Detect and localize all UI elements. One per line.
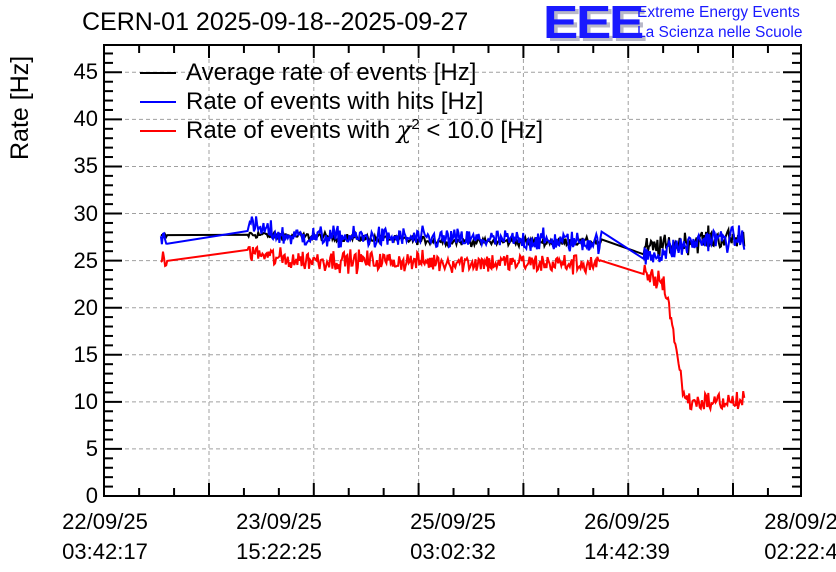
x-tick-time: 03:02:32: [410, 539, 496, 564]
y-tick-label: 35: [73, 153, 98, 179]
legend-item-chi2: Rate of events with χ2 < 10.0 [Hz]: [140, 116, 543, 145]
legend-label-suffix: < 10.0 [Hz]: [419, 117, 544, 144]
y-tick-label: 40: [73, 106, 98, 132]
x-tick-date: 26/09/25: [584, 509, 670, 534]
legend-label-prefix: Rate of events with: [186, 117, 397, 144]
legend-swatch-blue: [140, 100, 176, 103]
series-group: [159, 216, 746, 413]
legend-item-average: Average rate of events [Hz]: [140, 58, 543, 87]
legend-label: Rate of events with χ2 < 10.0 [Hz]: [186, 116, 543, 145]
y-tick-label: 5: [85, 435, 98, 461]
x-tick-date: 28/09/2: [764, 509, 836, 534]
x-tick-label: 22/09/25 03:42:17: [45, 507, 165, 567]
y-tick-label: 15: [73, 341, 98, 367]
logo-text-line2: La Scienza nelle Scuole: [637, 24, 803, 41]
logo-text-line1: Extreme Energy Events: [637, 4, 800, 21]
x-tick-date: 22/09/25: [62, 509, 148, 534]
legend-label: Rate of events with hits [Hz]: [186, 87, 484, 115]
x-tick-label: 25/09/25 03:02:32: [393, 507, 513, 567]
y-tick-label: 20: [73, 294, 98, 320]
legend-swatch-red: [140, 129, 176, 132]
y-tick-label: 45: [73, 59, 98, 85]
grid-lines: [104, 45, 801, 496]
x-tick-time: 02:22:4: [764, 539, 836, 564]
x-tick-time: 03:42:17: [62, 539, 148, 564]
x-tick-time: 15:22:25: [236, 539, 322, 564]
series-line-hits: [159, 216, 746, 265]
x-tick-date: 25/09/25: [410, 509, 496, 534]
y-tick-label: 30: [73, 200, 98, 226]
x-tick-label: 26/09/25 14:42:39: [567, 507, 687, 567]
legend-label-sup: 2: [411, 116, 420, 133]
chart-title: CERN-01 2025-09-18--2025-09-27: [82, 8, 469, 36]
legend-swatch-black: [140, 71, 176, 74]
legend-item-hits: Rate of events with hits [Hz]: [140, 87, 543, 116]
legend-label-chi: χ: [396, 116, 412, 144]
eee-logo-mark: EEE: [543, 0, 644, 48]
x-tick-label: 28/09/2 02:22:4: [741, 507, 836, 567]
x-tick-date: 23/09/25: [236, 509, 322, 534]
y-tick-label: 10: [73, 388, 98, 414]
x-tick-label: 23/09/25 15:22:25: [219, 507, 339, 567]
legend-label: Average rate of events [Hz]: [186, 58, 477, 86]
legend: Average rate of events [Hz] Rate of even…: [140, 58, 543, 145]
axes-frame: [103, 44, 802, 497]
x-tick-time: 14:42:39: [584, 539, 670, 564]
y-tick-label: 0: [85, 483, 98, 508]
y-tick-label: 25: [73, 247, 98, 273]
series-line-chi2: [160, 244, 746, 413]
y-axis-label: Rate [Hz]: [6, 55, 34, 160]
